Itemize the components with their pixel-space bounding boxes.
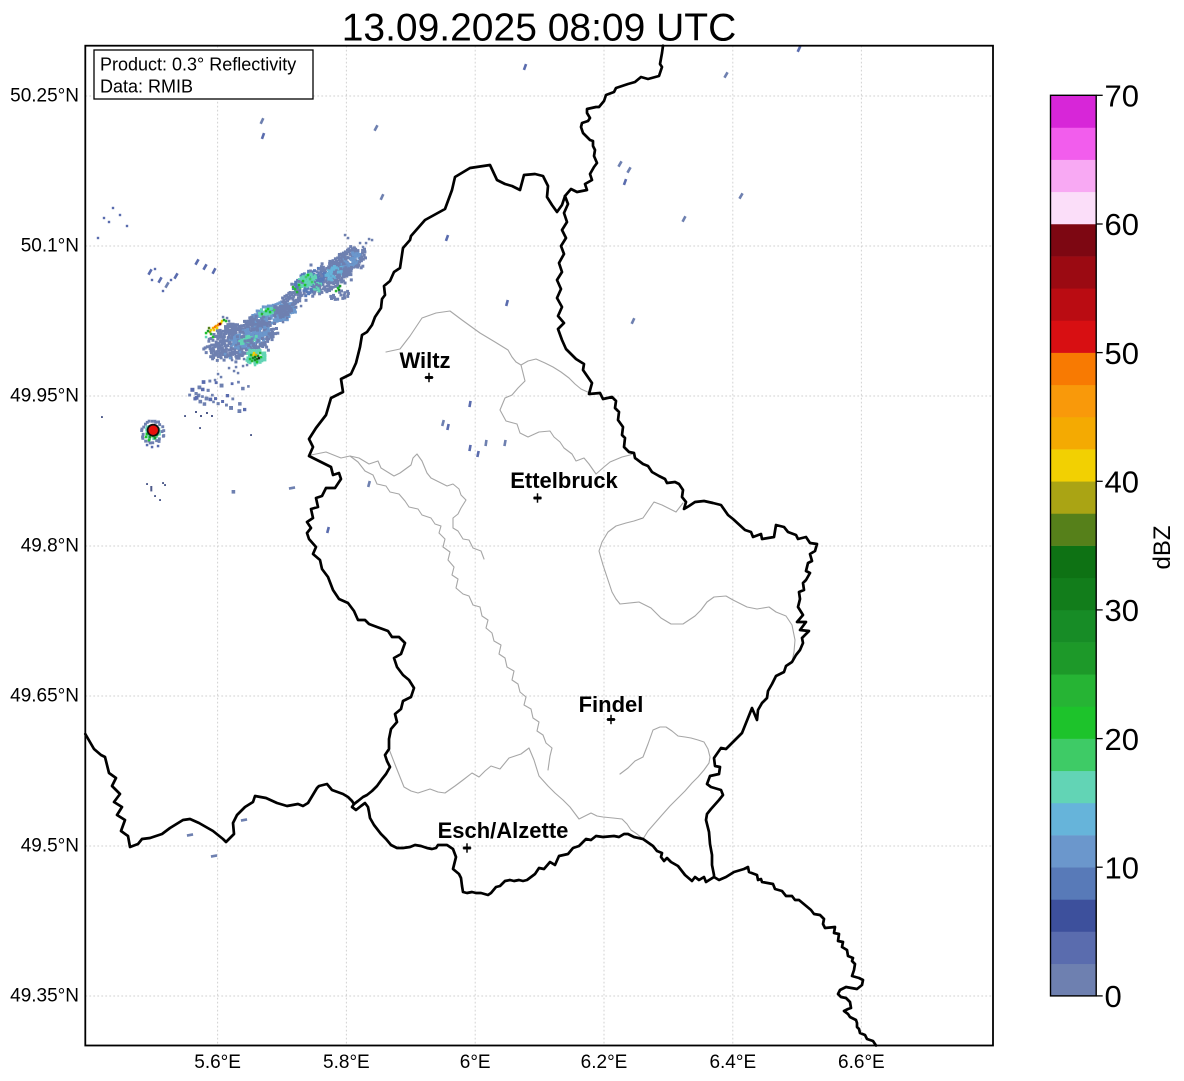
svg-text:Data: RMIB: Data: RMIB [100, 77, 193, 97]
svg-text:6.4°E: 6.4°E [709, 1052, 756, 1073]
svg-text:49.65°N: 49.65°N [10, 685, 79, 706]
svg-text:6.2°E: 6.2°E [581, 1052, 628, 1073]
svg-text:6.6°E: 6.6°E [838, 1052, 885, 1073]
svg-text:20: 20 [1105, 722, 1139, 757]
svg-text:Wiltz: Wiltz [399, 348, 450, 373]
svg-text:Ettelbruck: Ettelbruck [510, 468, 618, 493]
svg-text:40: 40 [1105, 465, 1139, 500]
svg-text:Esch/Alzette: Esch/Alzette [438, 818, 569, 843]
svg-text:Product: 0.3° Reflectivity: Product: 0.3° Reflectivity [100, 55, 296, 75]
svg-text:50.25°N: 50.25°N [10, 85, 79, 106]
svg-text:50: 50 [1105, 336, 1139, 371]
svg-text:13.09.2025 08:09 UTC: 13.09.2025 08:09 UTC [342, 7, 737, 50]
svg-text:30: 30 [1105, 593, 1139, 628]
svg-text:49.35°N: 49.35°N [10, 985, 79, 1006]
svg-text:70: 70 [1105, 79, 1139, 114]
svg-text:6°E: 6°E [460, 1052, 491, 1073]
svg-text:10: 10 [1105, 850, 1139, 885]
svg-text:60: 60 [1105, 207, 1139, 242]
svg-text:Findel: Findel [579, 692, 644, 717]
svg-text:0: 0 [1105, 979, 1122, 1014]
svg-text:49.5°N: 49.5°N [21, 835, 79, 856]
svg-text:50.1°N: 50.1°N [21, 235, 79, 256]
svg-text:dBZ: dBZ [1149, 525, 1176, 569]
svg-text:49.95°N: 49.95°N [10, 385, 79, 406]
svg-text:5.6°E: 5.6°E [194, 1052, 241, 1073]
svg-text:49.8°N: 49.8°N [21, 535, 79, 556]
svg-text:5.8°E: 5.8°E [323, 1052, 370, 1073]
